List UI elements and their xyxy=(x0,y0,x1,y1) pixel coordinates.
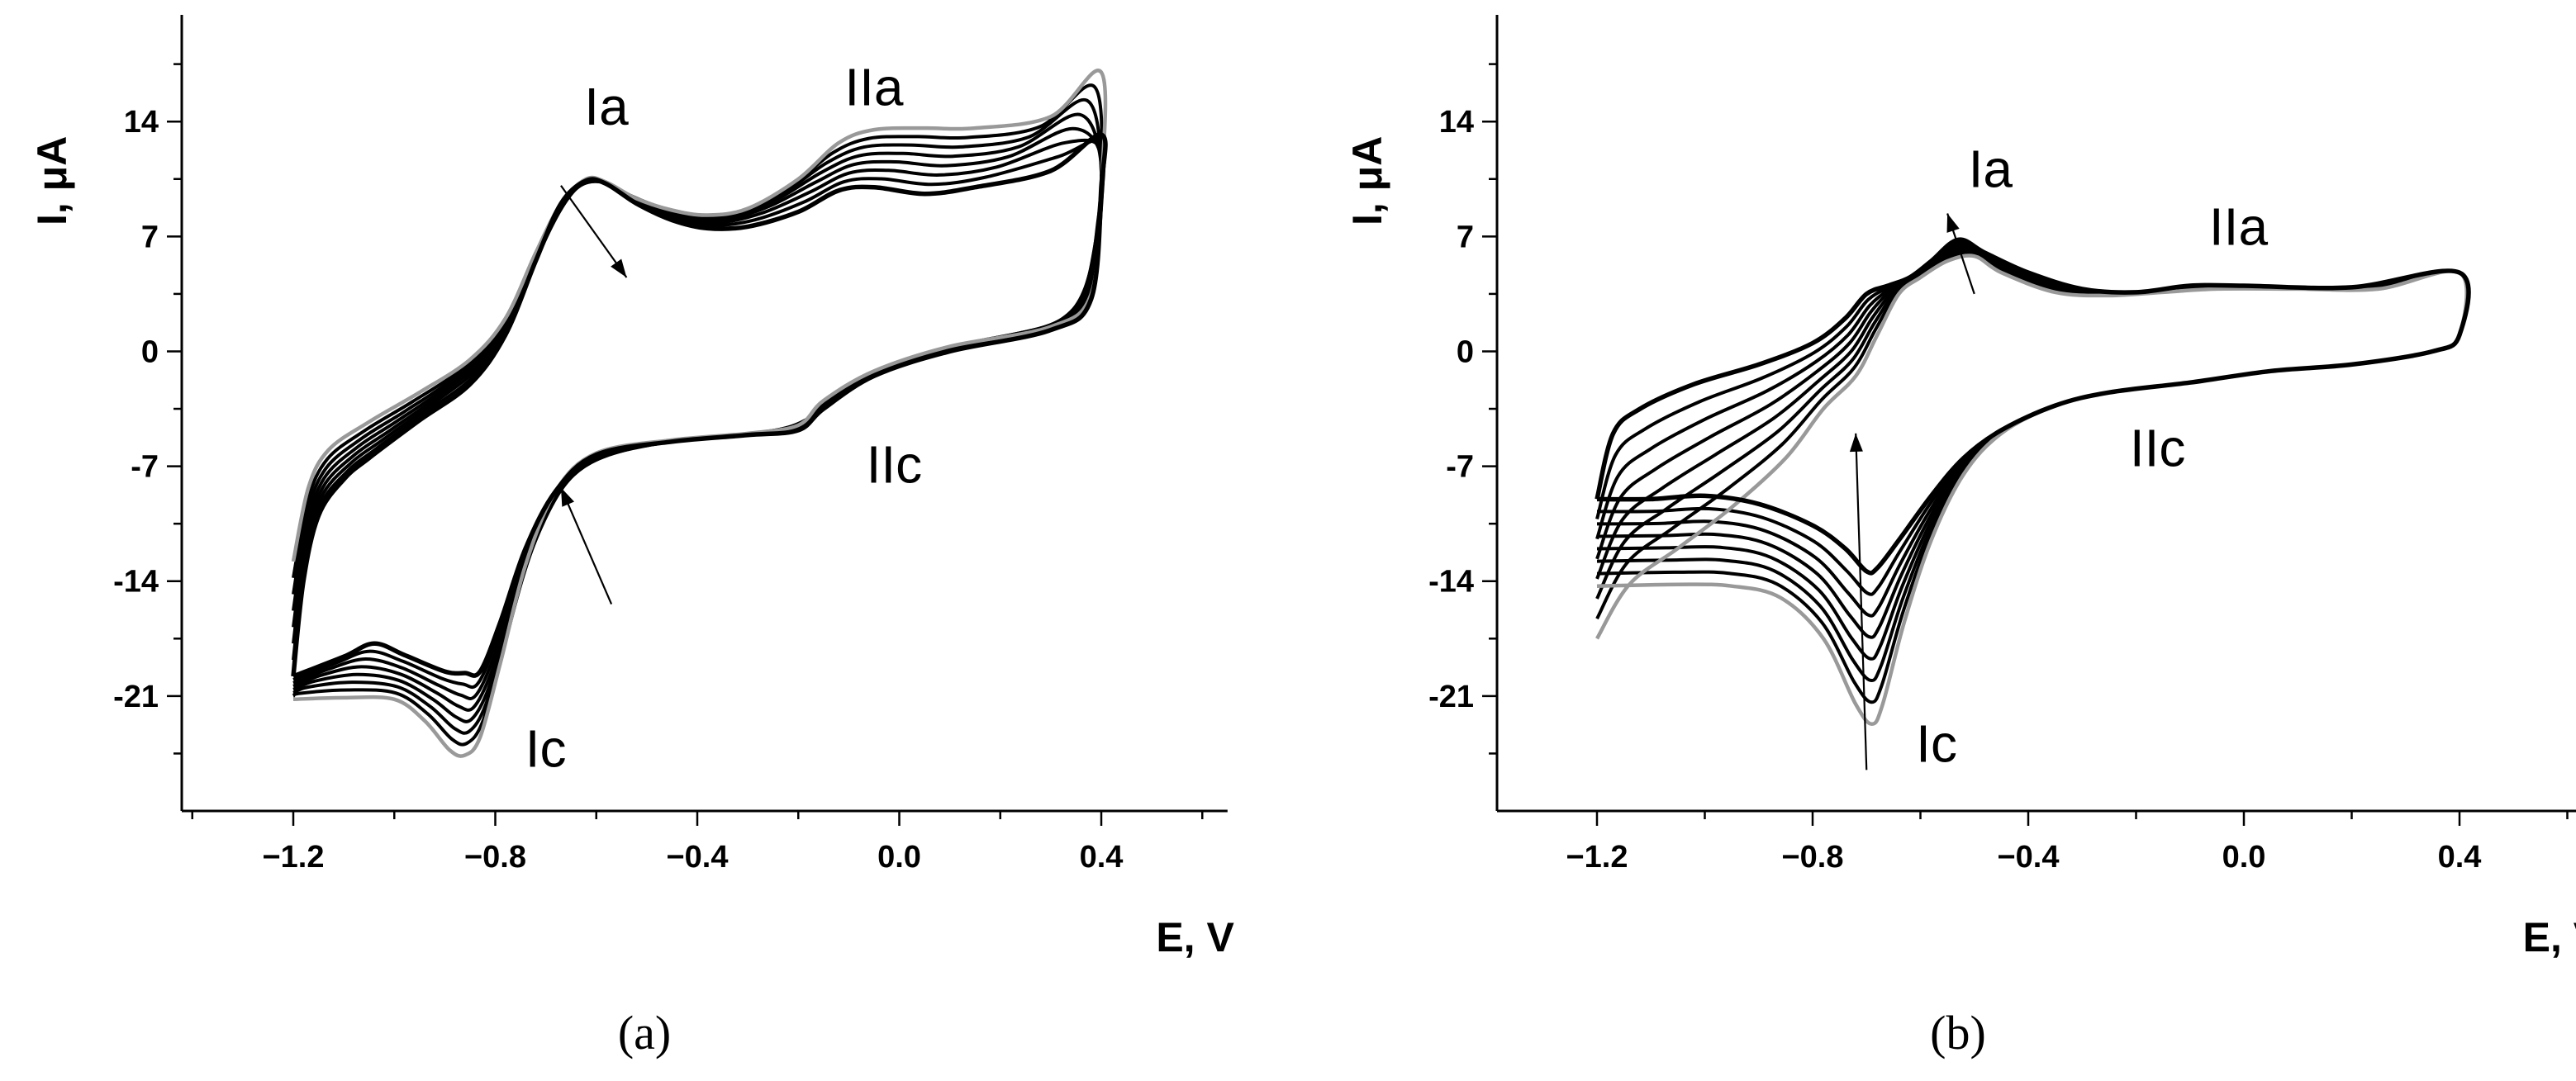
panel-a: 14 7 0 -7 -14 -21 −1.2 −0.8 −0.4 0.0 0.4 I, μA E, V I… xyxy=(29,15,1234,1060)
intermediate-cycle-line xyxy=(1595,244,2469,639)
peak-label-ia: Ia xyxy=(584,77,629,136)
peak-label-iia: IIa xyxy=(2209,197,2269,256)
trend-arrow xyxy=(1849,433,1868,770)
panel-b: 14 7 0 -7 -14 -21 −1.2 −0.8 −0.4 0.0 0.4 I, μA E, V I… xyxy=(1344,15,2576,1060)
x-tick-label: −0.8 xyxy=(1781,840,1843,875)
x-axis-title: E, V xyxy=(2523,914,2576,960)
x-axis-title: E, V xyxy=(1156,914,1234,960)
x-tick-label: −1.2 xyxy=(1566,840,1628,875)
intermediate-cycle-line xyxy=(1595,252,2469,704)
y-tick-label: 0 xyxy=(141,334,159,369)
peak-label-ic: Ic xyxy=(525,718,567,778)
peak-label-iia: IIa xyxy=(844,57,904,116)
intermediate-cycle-line xyxy=(1595,247,2469,661)
panel-label: (b) xyxy=(1930,1006,1986,1060)
y-tick-label: 0 xyxy=(1457,334,1474,369)
trend-arrow xyxy=(559,486,613,605)
y-tick-label: 7 xyxy=(1457,220,1474,254)
x-tick-label: 0.0 xyxy=(877,840,921,875)
x-tick-label: 0.0 xyxy=(2222,840,2266,875)
y-tick-label: -21 xyxy=(1428,680,1474,714)
first-cycle-line xyxy=(1595,254,2469,726)
x-tick-label: −0.4 xyxy=(1997,840,2059,875)
x-tick-label: 0.4 xyxy=(2438,840,2482,875)
y-tick-label: 7 xyxy=(141,220,159,254)
y-tick-label: 14 xyxy=(1439,105,1474,140)
y-tick-label: -7 xyxy=(1446,450,1474,485)
panel-label: (a) xyxy=(618,1006,671,1060)
y-tick-label: -14 xyxy=(1428,565,1474,600)
last-cycle-line xyxy=(291,132,1108,679)
peak-label-iic: IIc xyxy=(867,434,923,494)
x-tick-label: −1.2 xyxy=(262,840,324,875)
x-tick-label: −0.8 xyxy=(464,840,526,875)
y-axis-title: I, μA xyxy=(1344,136,1390,225)
y-tick-label: -14 xyxy=(113,565,159,600)
peak-label-iic: IIc xyxy=(2130,419,2186,478)
x-tick-label: 0.4 xyxy=(1080,840,1124,875)
first-cycle-line xyxy=(291,69,1108,758)
y-tick-label: 14 xyxy=(124,105,159,140)
trend-arrow xyxy=(1946,213,1975,295)
peak-label-ia: Ia xyxy=(1969,140,2013,199)
y-tick-label: -7 xyxy=(131,450,159,485)
trend-arrow xyxy=(560,185,628,278)
y-axis-title: I, μA xyxy=(29,136,75,225)
last-cycle-line xyxy=(1595,237,2471,576)
x-tick-label: −0.4 xyxy=(666,840,728,875)
intermediate-cycle-line xyxy=(1595,249,2469,683)
peak-label-ic: Ic xyxy=(1916,714,1957,773)
y-tick-label: -21 xyxy=(113,680,159,714)
intermediate-cycle-line xyxy=(1595,240,2470,596)
